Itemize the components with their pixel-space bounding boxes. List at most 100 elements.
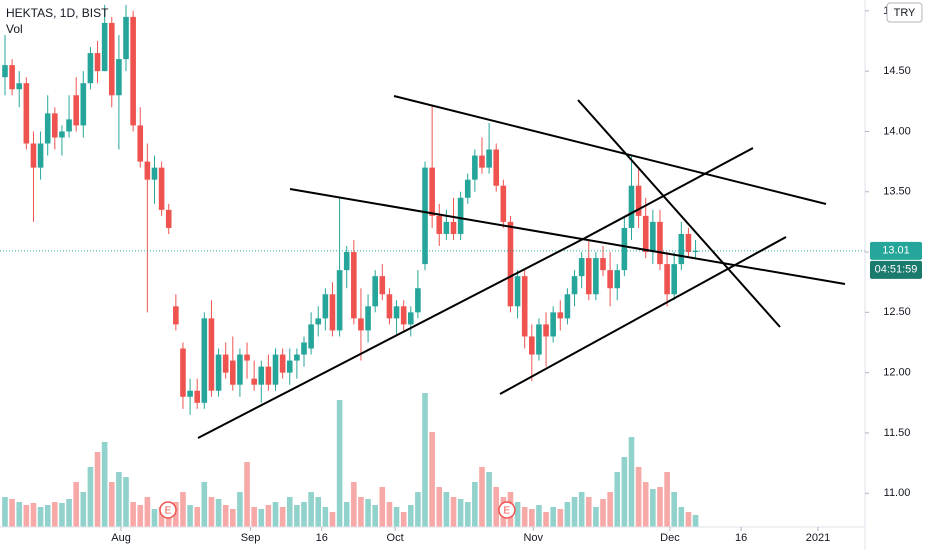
event-label: E — [165, 506, 172, 517]
candle-body — [593, 258, 599, 295]
volume-bar — [37, 507, 44, 527]
candle-body — [173, 306, 179, 325]
currency-label: TRY — [894, 7, 916, 19]
volume-bar — [94, 452, 101, 527]
volume-bar — [571, 497, 578, 527]
volume-bar — [158, 507, 165, 527]
x-tick-label: Oct — [387, 532, 404, 544]
volume-bar — [493, 487, 500, 527]
candle-body — [500, 185, 507, 222]
candle-body — [379, 276, 386, 295]
volume-bar — [635, 467, 642, 527]
volume-bar — [365, 499, 371, 527]
candle-body — [543, 324, 549, 337]
volume-bar — [244, 462, 250, 527]
candle-body — [472, 155, 478, 180]
volume-bar — [536, 505, 542, 527]
volume-bar — [329, 512, 336, 527]
candle-body — [265, 366, 272, 385]
candle-body — [358, 318, 364, 331]
volume-bar — [59, 503, 65, 527]
trend-line — [584, 147, 754, 239]
volume-bar — [101, 442, 108, 527]
candle-body — [87, 53, 94, 84]
candle-body — [429, 167, 435, 216]
candle-body — [578, 258, 585, 277]
volume-bar — [393, 507, 400, 527]
volume-bar — [415, 492, 421, 527]
x-tick-label: Nov — [523, 532, 543, 544]
candle-body — [52, 113, 58, 138]
candle-body — [116, 59, 122, 96]
volume-bar — [578, 492, 585, 527]
candle-body — [386, 294, 393, 319]
trend-line — [577, 99, 781, 328]
candle-body — [180, 348, 186, 397]
volume-bar — [650, 489, 656, 527]
volume-bar — [9, 499, 15, 527]
volume-bar — [194, 507, 201, 527]
last-price-label: 13.01 — [882, 245, 910, 257]
volume-bar — [472, 482, 478, 527]
event-marker — [498, 501, 516, 519]
candle-body — [208, 318, 215, 391]
candle-body — [692, 250, 699, 253]
volume-bar — [151, 509, 158, 527]
volume-bar — [692, 515, 699, 527]
volume-bar — [265, 505, 272, 527]
volume-bar — [230, 509, 236, 527]
volume-bar — [564, 502, 571, 527]
volume-bar — [607, 492, 613, 527]
volume-bar — [422, 393, 428, 527]
candle-body — [657, 221, 663, 265]
volume-bar — [600, 499, 606, 527]
trend-line — [393, 95, 827, 205]
volume-bar — [66, 499, 72, 527]
candle-body — [415, 288, 421, 313]
volume-bar — [52, 502, 58, 527]
candle-body — [94, 53, 101, 72]
x-tick-label: 16 — [735, 532, 747, 544]
candle-body — [671, 264, 678, 295]
x-tick-label: Dec — [660, 532, 680, 544]
x-tick-label: 16 — [316, 532, 328, 544]
volume-label: Vol — [6, 22, 23, 36]
trend-line — [499, 236, 787, 395]
candle-body — [635, 185, 642, 216]
volume-bar — [173, 502, 179, 527]
y-tick-label: 11.00 — [884, 487, 911, 499]
candle-body — [507, 221, 514, 307]
candle-body — [294, 354, 300, 361]
volume-bar — [593, 507, 599, 527]
candle-body — [130, 16, 136, 126]
volume-bar — [372, 505, 378, 527]
candle-body — [272, 354, 279, 385]
countdown-box — [870, 260, 922, 279]
volume-bar — [279, 507, 286, 527]
candle-body — [536, 324, 542, 355]
candle-body — [521, 276, 528, 337]
volume-bar — [450, 497, 457, 527]
candle-body — [621, 227, 628, 271]
volume-bar — [521, 507, 528, 527]
candle-body — [393, 306, 400, 319]
candle-body — [628, 185, 635, 228]
currency-box — [886, 2, 923, 23]
volume-bar — [671, 492, 678, 527]
y-tick-label: 12.00 — [883, 367, 911, 379]
candle-body — [144, 161, 151, 180]
candle-body — [137, 125, 144, 162]
volume-bar — [308, 492, 314, 527]
candle-body — [187, 390, 193, 397]
volume-bar — [379, 487, 386, 527]
candle-body — [23, 83, 30, 144]
y-tick-label: 14.00 — [883, 125, 911, 137]
candle-body — [486, 149, 492, 168]
volume-bar — [685, 512, 692, 527]
candle-body — [158, 167, 165, 210]
volume-bar — [543, 512, 549, 527]
volume-bar — [664, 472, 670, 527]
candle-body — [30, 143, 37, 168]
volume-bar — [294, 505, 300, 527]
candle-body — [37, 143, 44, 168]
